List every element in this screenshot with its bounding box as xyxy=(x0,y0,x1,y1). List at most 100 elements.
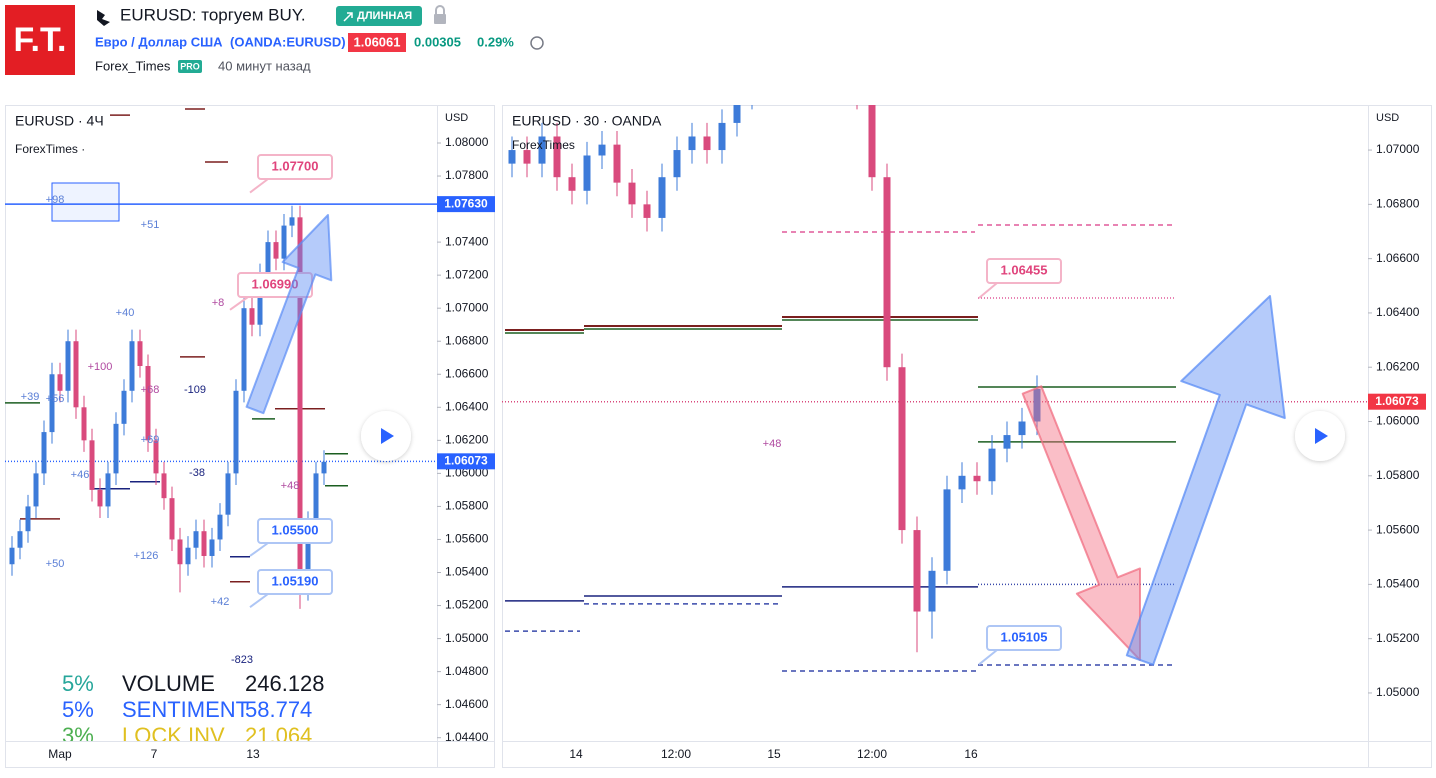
candle-body xyxy=(81,407,87,441)
lock-shackle xyxy=(435,5,445,14)
candle-body xyxy=(928,570,936,612)
y-tick-label: 1.04800 xyxy=(445,664,489,678)
pro-badge xyxy=(178,60,202,73)
candle-body xyxy=(193,531,199,548)
candle-body xyxy=(241,308,247,391)
candle-body xyxy=(145,366,151,441)
candle-body xyxy=(49,374,55,433)
overlay-pct: 3% xyxy=(62,723,94,748)
symbol[interactable]: (OANDA:EURUSD) xyxy=(230,34,346,49)
candle-body xyxy=(913,530,921,612)
panel-title: EURUSD · 30 · OANDA xyxy=(512,113,662,129)
level-mark: -823 xyxy=(231,654,253,666)
callout-pointer xyxy=(249,178,269,194)
candle-body xyxy=(883,177,891,368)
price-tag-label: 1.06073 xyxy=(1375,394,1419,408)
candle-body xyxy=(598,144,606,156)
price-tag xyxy=(437,196,495,213)
callout-pointer xyxy=(229,296,249,311)
level-mark: +40 xyxy=(116,307,135,319)
candle-body xyxy=(553,136,561,178)
level-mark: +69 xyxy=(141,434,160,446)
x-tick-label: 13 xyxy=(246,747,260,761)
drawn-arrow xyxy=(245,214,333,415)
range-box xyxy=(51,182,120,222)
candle-body xyxy=(824,85,831,90)
level-mark: +42 xyxy=(211,596,230,608)
y-tick-label: 1.06000 xyxy=(1376,414,1420,428)
candle-body xyxy=(153,440,159,474)
logo-text: F.T. xyxy=(14,21,67,59)
y-tick-label: 1.06600 xyxy=(1376,251,1420,265)
candle-body xyxy=(613,144,621,183)
idea-icon xyxy=(97,10,110,26)
candle-body xyxy=(169,498,175,540)
overlay-value: 246.128 xyxy=(245,671,325,696)
x-tick-label: 16 xyxy=(964,747,978,761)
callout-label: 1.05190 xyxy=(272,573,319,588)
author[interactable]: Forex_Times xyxy=(95,58,171,73)
candle-body xyxy=(97,489,103,507)
level-mark: +100 xyxy=(88,361,113,373)
candle-body xyxy=(65,341,71,391)
level-mark: +8 xyxy=(212,297,225,309)
candle-body xyxy=(733,105,741,123)
right-panel xyxy=(502,105,1432,768)
logo[interactable] xyxy=(5,5,75,75)
y-tick-label: 1.07000 xyxy=(1376,142,1420,156)
candle-body xyxy=(643,204,651,218)
y-tick-label: 1.05800 xyxy=(1376,468,1420,482)
level-mark: +56 xyxy=(46,393,65,405)
callout-box xyxy=(257,569,333,595)
price-tag-label: 1.06073 xyxy=(444,453,488,467)
play-icon xyxy=(1315,428,1328,444)
x-tick-label: 12:00 xyxy=(661,747,691,761)
x-tick-label: 12:00 xyxy=(857,747,887,761)
change: 0.00305 xyxy=(414,34,461,49)
candle-body xyxy=(868,105,876,178)
callout-box xyxy=(986,258,1062,284)
callout-box xyxy=(257,518,333,544)
currency: USD xyxy=(445,112,468,124)
level-mark: +98 xyxy=(46,194,65,206)
candle-body xyxy=(703,136,711,151)
candle-body xyxy=(958,475,966,490)
candle-body xyxy=(161,473,167,499)
alarm-icon[interactable] xyxy=(530,36,544,50)
currency: USD xyxy=(1376,112,1399,124)
candle-body xyxy=(201,531,207,556)
candle-body xyxy=(313,473,319,523)
candle-body xyxy=(41,432,47,474)
play-icon xyxy=(381,428,394,444)
callout-label: 1.05105 xyxy=(1001,629,1048,644)
long-label: ДЛИННАЯ xyxy=(357,10,412,22)
y-tick-label: 1.08000 xyxy=(445,135,489,149)
price-tag xyxy=(437,453,495,470)
level-mark: +39 xyxy=(21,391,40,403)
candle-body xyxy=(688,136,696,151)
candle-body xyxy=(839,79,846,84)
instrument[interactable]: Евро / Доллар США xyxy=(95,34,223,49)
overlay-pct: 5% xyxy=(62,697,94,722)
level-mark: +51 xyxy=(141,219,160,231)
overlay-pct: 5% xyxy=(62,671,94,696)
callout-pointer xyxy=(978,282,998,299)
callout-label: 1.06990 xyxy=(252,276,299,291)
candle-body xyxy=(9,547,15,565)
y-tick-label: 1.05000 xyxy=(445,631,489,645)
candle-body xyxy=(17,531,23,548)
drawn-arrow xyxy=(1021,385,1141,661)
price-tag-label: 1.07630 xyxy=(444,196,488,210)
candle-body xyxy=(568,177,576,191)
candle-body xyxy=(113,423,119,474)
candle-body xyxy=(73,341,79,408)
pro-label: PRO xyxy=(180,61,200,71)
candle-body xyxy=(973,475,981,482)
indicator-name: ForexTimes xyxy=(512,138,575,152)
y-tick-label: 1.05600 xyxy=(445,532,489,546)
idea-title: EURUSD: торгуем BUY. xyxy=(120,5,306,24)
x-tick-label: Мар xyxy=(48,747,72,761)
right-plot: +48 xyxy=(502,79,1368,672)
